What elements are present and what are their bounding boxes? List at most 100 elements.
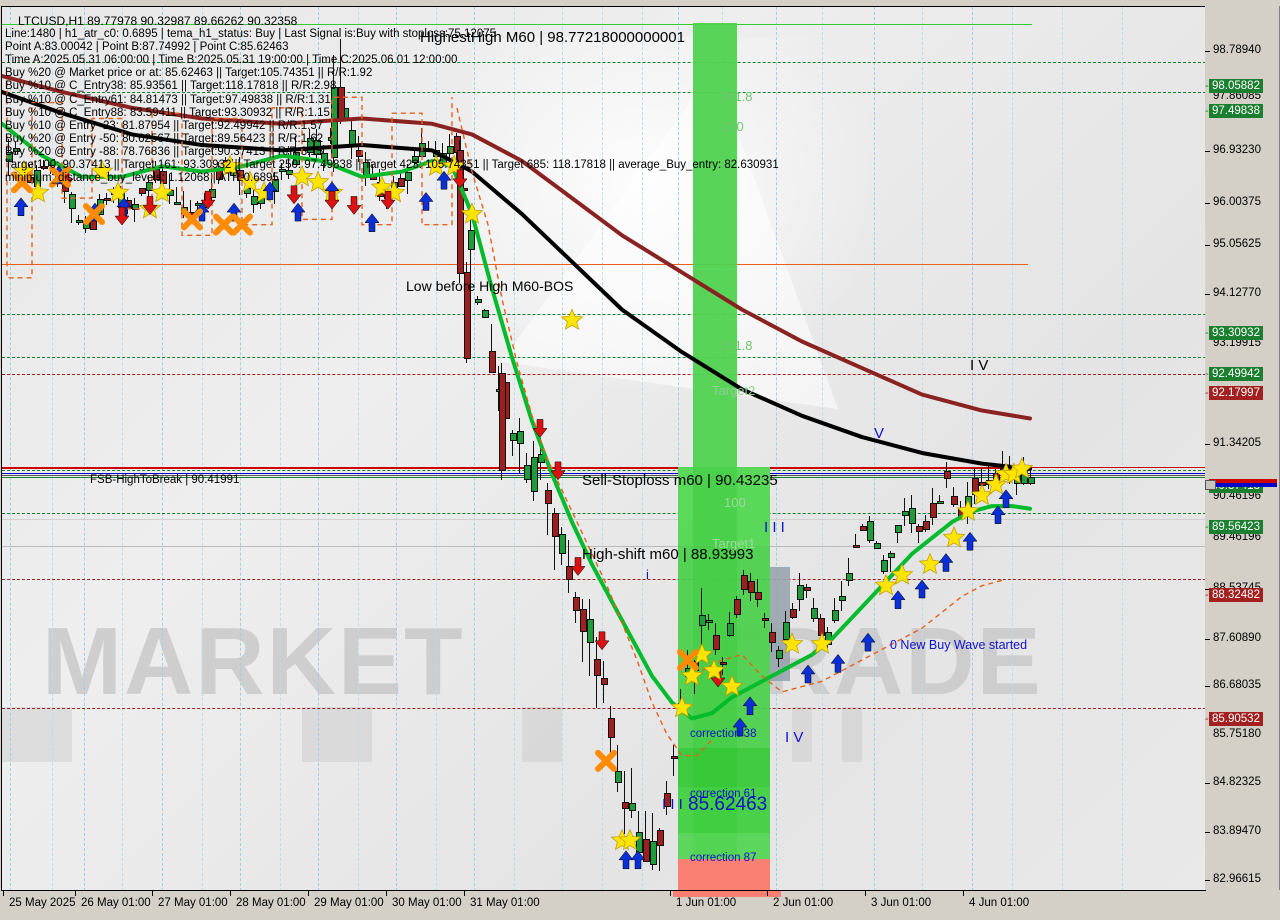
star-marker	[720, 674, 744, 697]
candle-wick	[78, 214, 79, 226]
vertical-gridline	[922, 7, 923, 891]
price-tag-4[interactable]: 92.17997	[1209, 386, 1263, 400]
candle-body	[776, 650, 783, 660]
candle-body	[643, 838, 650, 863]
candle-body	[608, 718, 615, 739]
candle-body	[412, 156, 419, 164]
sell-arrow-down-icon	[114, 206, 130, 226]
candle-body	[867, 521, 874, 542]
candle-wick	[848, 557, 849, 586]
price-tag-3[interactable]: 92.49942	[1209, 367, 1263, 381]
high-shift-label: High-shift m60 | 88.93993	[582, 546, 754, 563]
buy-arrow-up-icon	[830, 653, 846, 673]
vertical-gridline	[358, 7, 359, 891]
price-axis[interactable]: 97.8608593.1991592.2786890.4619689.46196…	[1205, 6, 1280, 890]
candle-wick	[498, 365, 499, 411]
time-axis[interactable]: 25 May 2025 26 May 01:00 27 May 01:00 28 Ma…	[1, 890, 1279, 920]
vertical-gridline	[1122, 7, 1123, 891]
candle-body	[671, 755, 678, 759]
point-c-value-label: 85.62463	[688, 794, 768, 815]
price-tag-dash: -	[1205, 80, 1209, 92]
candle-body	[1028, 476, 1035, 484]
candle-body	[174, 201, 181, 205]
star-marker	[874, 573, 898, 596]
star-marker	[956, 499, 980, 522]
time-tick-mark	[865, 890, 866, 896]
time-tick-label-1: 26 May 01:00	[81, 897, 151, 909]
candle-body	[755, 592, 762, 601]
price-tag-2[interactable]: 93.30932	[1209, 326, 1263, 340]
time-tick-mark	[963, 890, 964, 896]
candle-wick	[491, 323, 492, 373]
sell-arrow-down-icon	[452, 169, 468, 189]
sell-arrow-down-icon	[550, 461, 566, 481]
candle-wick	[939, 495, 940, 503]
parabolic-sar-dots	[6, 81, 1003, 757]
star-marker	[306, 170, 330, 192]
price-tag-7[interactable]: 88.32482	[1209, 588, 1263, 602]
time-tick-label-5: 30 May 01:00	[392, 897, 462, 909]
candle-body	[622, 801, 629, 810]
candle-body	[888, 553, 895, 559]
price-tag-6[interactable]: 89.56423	[1209, 520, 1263, 534]
cross-marker-icon	[49, 165, 71, 188]
candle-body	[139, 187, 146, 194]
candle-body	[706, 619, 713, 623]
vertical-gridline	[1012, 7, 1013, 891]
price-tick-partial-0: 97.86085	[1213, 90, 1261, 102]
sell-arrow-down-icon	[570, 557, 586, 576]
price-tick-mark	[1205, 686, 1210, 687]
info-line-2: Time A:2025.05.31 06:00:00 | Time B:2025…	[5, 54, 458, 67]
time-tick-mark	[3, 890, 4, 896]
price-tag-dash: -	[1205, 713, 1209, 725]
price-level-line	[2, 62, 1206, 64]
price-level-line	[2, 472, 1206, 474]
price-level-line	[2, 357, 1206, 359]
time-axis-rule	[1, 890, 1206, 891]
fib-100-label: 100	[724, 495, 746, 510]
candle-body	[860, 525, 867, 531]
price-level-line	[2, 467, 1206, 469]
price-tick-partial-1: 93.19915	[1213, 337, 1261, 349]
candle-wick	[645, 810, 646, 862]
price-tick-mark	[1205, 639, 1210, 640]
vertical-gridline	[240, 7, 241, 891]
price-tick-label-1: 96.93230	[1213, 144, 1261, 156]
candle-body	[615, 771, 622, 783]
correction-38-label: correction 38	[690, 728, 757, 740]
candle-wick	[176, 187, 177, 203]
current-price-blue-stripe	[1209, 483, 1277, 487]
time-tick-mark	[464, 890, 465, 896]
cross-marker-icon	[181, 208, 203, 231]
new-buy-wave-label: 0 New Buy Wave started	[890, 638, 1028, 652]
price-tag-1[interactable]: 97.49838	[1209, 104, 1263, 118]
time-tick-label-9: 3 Jun 01:00	[871, 897, 932, 909]
candle-body	[237, 170, 244, 181]
price-scale-handle[interactable]	[1205, 480, 1216, 490]
symbol-header: LTCUSD,H1 89.77978 90.32987 89.66262 90.…	[18, 14, 298, 28]
fibonacci-zone	[678, 832, 770, 860]
info-line-9: Buy %20 @ Entry -88: 78.76836 || Target:…	[5, 145, 324, 158]
vertical-gridline	[602, 7, 603, 891]
price-tag-8[interactable]: 85.90532	[1209, 712, 1263, 726]
candle-body	[699, 614, 706, 627]
price-tick-mark	[1205, 203, 1210, 204]
buy-arrow-up-icon	[226, 202, 242, 222]
price-tag-0[interactable]: 98.05882	[1209, 79, 1263, 93]
info-line-0: Line:1480 | h1_atr_c0: 0.6895 | tema_h1_…	[5, 28, 497, 41]
time-tick-label-10: 4 Jun 01:00	[969, 897, 1030, 909]
candle-wick	[687, 649, 688, 681]
price-tick-label-3: 95.05625	[1213, 238, 1261, 250]
price-tick-label-4: 94.12770	[1213, 287, 1261, 299]
candle-body	[468, 230, 475, 251]
candle-body	[104, 197, 111, 201]
vertical-gridline	[436, 7, 437, 891]
candle-body	[741, 574, 748, 591]
candle-body	[720, 661, 727, 666]
price-tick-label-2: 96.00375	[1213, 196, 1261, 208]
vertical-gridline	[514, 7, 515, 891]
candle-body	[916, 525, 923, 532]
star-marker	[942, 525, 966, 548]
chart-plot-area[interactable]: MARKET TRADE HighestHigh M60 | 98.772180…	[1, 6, 1206, 892]
price-level-line	[2, 477, 1206, 479]
